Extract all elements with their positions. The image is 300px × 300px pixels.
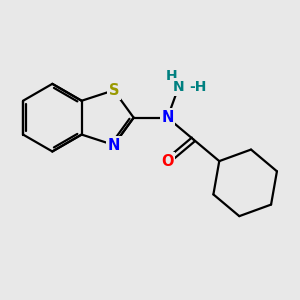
Text: N: N (173, 80, 185, 94)
Text: N: N (161, 110, 174, 125)
Text: N: N (108, 137, 120, 152)
Text: O: O (161, 154, 174, 169)
Text: S: S (109, 83, 119, 98)
Text: -H: -H (189, 80, 206, 94)
Text: H: H (166, 69, 177, 83)
